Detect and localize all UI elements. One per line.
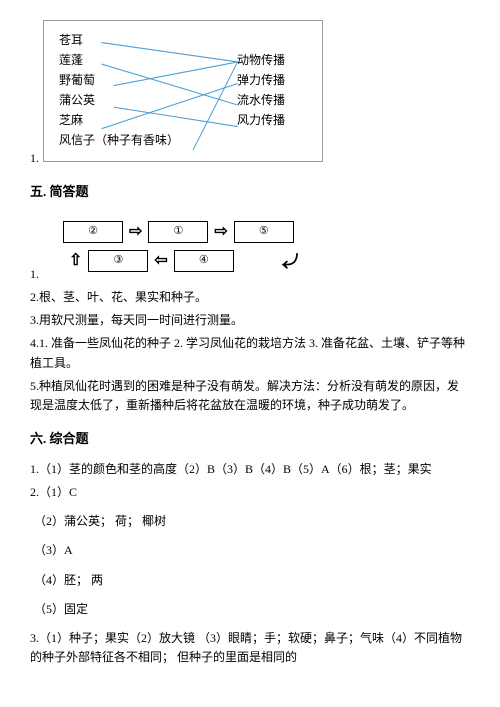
question-number: 1.: [30, 149, 39, 168]
match-left-item: 蒲公英: [59, 91, 179, 110]
match-right-item: 流水传播: [237, 91, 307, 110]
flow-box: ③: [88, 250, 148, 272]
matching-question: 1. 苍耳 莲蓬 动物传播 野葡萄 弹力传播 蒲公英 流水传播 芝麻 风力传播 风信子（…: [30, 20, 470, 168]
match-left-item: 芝麻: [59, 111, 179, 130]
section-5-answers: 2.根、茎、叶、花、果实和种子。 3.用软尺测量，每天同一时间进行测量。 4.1…: [30, 288, 470, 415]
section-6-title: 六. 综合题: [30, 429, 470, 450]
q6-2-5: （5）固定: [34, 600, 470, 619]
arrow-up-icon: ⇧: [69, 248, 82, 274]
matching-box: 苍耳 莲蓬 动物传播 野葡萄 弹力传播 蒲公英 流水传播 芝麻 风力传播 风信子（种子有…: [43, 20, 323, 162]
match-left-item: 苍耳: [59, 31, 179, 50]
match-left-item: 莲蓬: [59, 51, 179, 70]
flow-box: ②: [63, 221, 123, 243]
arrow-right-icon: ⇨: [214, 219, 227, 245]
answer-item: 2.根、茎、叶、花、果实和种子。: [30, 288, 470, 307]
flow-box: ①: [148, 221, 208, 243]
arrow-right-icon: ⇨: [129, 219, 142, 245]
q6-1: 1.（1）茎的颜色和茎的高度（2）B（3）B（4）B（5）A（6）根；茎；果实: [30, 460, 470, 479]
question-number: 1.: [30, 265, 39, 284]
answer-item: 4.1. 准备一些凤仙花的种子 2. 学习凤仙花的栽培方法 3. 准备花盆、土壤…: [30, 334, 470, 372]
arrow-left-icon: ⇦: [154, 248, 167, 274]
match-right-item: 风力传播: [237, 111, 307, 130]
answer-item: 3.用软尺测量，每天同一时间进行测量。: [30, 311, 470, 330]
match-right-item: 动物传播: [237, 51, 307, 70]
arrow-curve-icon: ⤵: [275, 253, 301, 269]
q6-2-4: （4）胚； 两: [34, 571, 470, 590]
section-5-title: 五. 简答题: [30, 182, 470, 203]
answer-item: 5.种植凤仙花时遇到的困难是种子没有萌发。解决方法：分析没有萌发的原因，发现是温…: [30, 377, 470, 415]
match-left-item: 野葡萄: [59, 71, 179, 90]
q6-3: 3.（1）种子；果实（2）放大镜 （3）眼睛；手；软硬；鼻子；气味（4）不同植物…: [30, 629, 470, 667]
flow-top-row: ② ⇨ ① ⇨ ⑤: [63, 219, 296, 245]
match-right-item: 弹力传播: [237, 71, 307, 90]
flow-diagram: ② ⇨ ① ⇨ ⑤ ⇧ ③ ⇦ ④ ⤵: [63, 219, 296, 278]
flow-bottom-row: ⇧ ③ ⇦ ④ ⤵: [69, 248, 296, 274]
q6-2-2: （2）蒲公英； 荷； 椰树: [34, 512, 470, 531]
flow-box: ④: [174, 250, 234, 272]
match-left-item: 风信子（种子有香味）: [59, 131, 179, 150]
flow-question: 1. ② ⇨ ① ⇨ ⑤ ⇧ ③ ⇦ ④ ⤵: [30, 213, 470, 284]
flow-box: ⑤: [234, 221, 294, 243]
q6-2: 2.（1）C: [30, 483, 470, 502]
q6-2-3: （3）A: [34, 541, 470, 560]
